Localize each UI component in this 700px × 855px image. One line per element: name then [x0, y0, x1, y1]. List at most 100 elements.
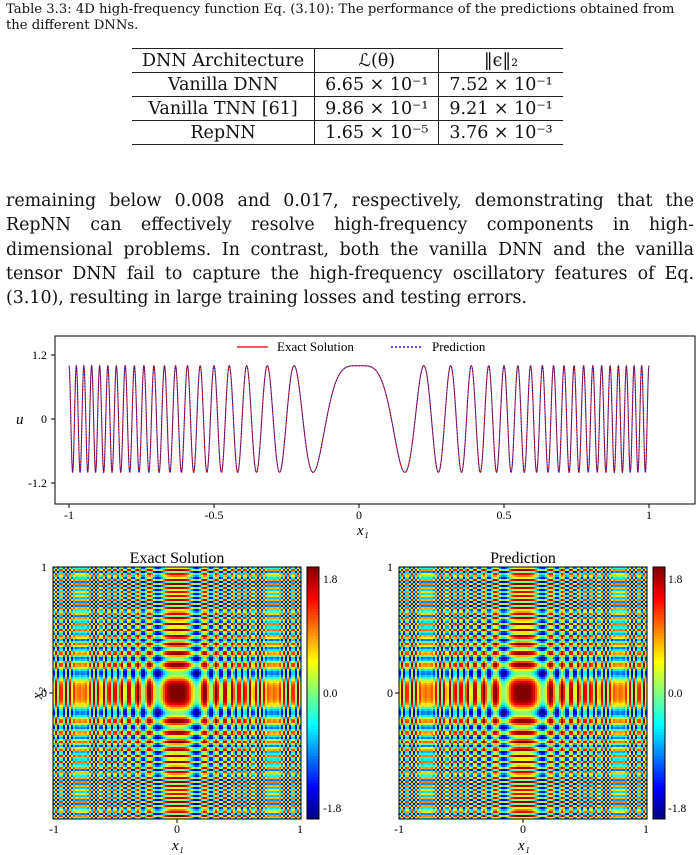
left-heatmap-cell [235, 581, 237, 583]
left-heatmap-cell [141, 609, 143, 611]
left-heatmap-cell [247, 605, 249, 607]
left-heatmap-cell [65, 573, 67, 575]
left-heatmap-cell [281, 579, 283, 581]
left-heatmap-cell [175, 611, 177, 613]
left-heatmap-cell [293, 589, 295, 591]
left-heatmap-cell [283, 609, 285, 611]
left-heatmap-cell [205, 589, 207, 591]
left-heatmap-cell [133, 607, 135, 609]
left-heatmap-cell [257, 577, 259, 579]
left-heatmap-cell [101, 599, 103, 601]
left-heatmap-cell [161, 599, 163, 601]
left-heatmap-cell [157, 603, 159, 605]
left-heatmap-cell [251, 577, 253, 579]
left-heatmap-cell [149, 583, 151, 585]
left-heatmap-cell [247, 607, 249, 609]
left-heatmap-cell [251, 609, 253, 611]
left-heatmap-cell [245, 581, 247, 583]
left-heatmap-cell [71, 577, 73, 579]
left-heatmap-cell [75, 589, 77, 591]
left-heatmap-cell [267, 573, 269, 575]
left-heatmap-cell [129, 583, 131, 585]
left-heatmap-cell [137, 603, 139, 605]
left-heatmap-cell [95, 589, 97, 591]
left-heatmap-cell [161, 583, 163, 585]
left-heatmap-cell [69, 607, 71, 609]
left-heatmap-cell [87, 593, 89, 595]
left-heatmap-cell [295, 573, 297, 575]
left-heatmap-cell [223, 577, 225, 579]
left-heatmap-cell [137, 587, 139, 589]
left-heatmap-cell [85, 583, 87, 585]
left-heatmap-cell [187, 605, 189, 607]
left-heatmap-cell [263, 595, 265, 597]
left-heatmap-cell [253, 593, 255, 595]
left-heatmap-cell [97, 573, 99, 575]
left-heatmap-cell [205, 573, 207, 575]
left-heatmap-cell [129, 597, 131, 599]
left-heatmap-cell [207, 607, 209, 609]
left-heatmap-cell [149, 589, 151, 591]
header-error: ‖ϵ‖₂ [439, 49, 563, 73]
left-heatmap-cell [265, 573, 267, 575]
left-heatmap-cell [245, 591, 247, 593]
left-heatmap-cell [205, 575, 207, 577]
left-heatmap-cell [257, 595, 259, 597]
left-heatmap-cell [173, 573, 175, 575]
left-heatmap-cell [95, 585, 97, 587]
left-heatmap-cell [227, 603, 229, 605]
left-heatmap-cell [141, 595, 143, 597]
left-heatmap-cell [259, 613, 261, 615]
left-heatmap-cell [233, 589, 235, 591]
left-heatmap-cell [57, 579, 59, 581]
left-heatmap-cell [247, 581, 249, 583]
left-heatmap-cell [65, 579, 67, 581]
left-heatmap-cell [161, 601, 163, 603]
left-heatmap-cell [211, 609, 213, 611]
left-heatmap-cell [285, 583, 287, 585]
left-heatmap-cell [57, 611, 59, 613]
left-heatmap-cell [223, 589, 225, 591]
left-heatmap-cell [195, 585, 197, 587]
left-heatmap-cell [249, 609, 251, 611]
left-heatmap-cell [71, 569, 73, 571]
left-heatmap-cell [179, 593, 181, 595]
left-heatmap-cell [171, 597, 173, 599]
left-heatmap-cell [155, 605, 157, 607]
left-heatmap-cell [131, 611, 133, 613]
left-heatmap-cell [115, 573, 117, 575]
left-heatmap-cell [109, 587, 111, 589]
left-heatmap-cell [257, 575, 259, 577]
left-heatmap-cell [163, 613, 165, 615]
left-heatmap-cell [283, 575, 285, 577]
left-heatmap-cell [223, 569, 225, 571]
left-heatmap-cell [175, 593, 177, 595]
left-heatmap-cell [229, 587, 231, 589]
left-heatmap-cell [123, 595, 125, 597]
left-heatmap-cell [251, 573, 253, 575]
left-heatmap-cell [137, 613, 139, 615]
left-heatmap-cell [287, 579, 289, 581]
left-heatmap-cell [235, 607, 237, 609]
left-heatmap-cell [163, 575, 165, 577]
left-heatmap-cell [107, 599, 109, 601]
left-heatmap-cell [83, 591, 85, 593]
left-heatmap-cell [199, 585, 201, 587]
left-heatmap-cell [229, 595, 231, 597]
left-heatmap-cell [147, 611, 149, 613]
left-heatmap-cell [57, 571, 59, 573]
cell-error: 9.21 × 10⁻¹ [439, 97, 563, 121]
left-heatmap-cell [57, 593, 59, 595]
left-heatmap-cell [223, 581, 225, 583]
left-heatmap-cell [109, 605, 111, 607]
left-heatmap-cell [83, 583, 85, 585]
left-heatmap-cell [241, 581, 243, 583]
left-heatmap-cell [283, 599, 285, 601]
left-heatmap-cell [265, 593, 267, 595]
left-heatmap-cell [207, 585, 209, 587]
left-heatmap-cell [129, 601, 131, 603]
left-heatmap-cell [157, 573, 159, 575]
left-heatmap-cell [177, 591, 179, 593]
left-heatmap-cell [231, 605, 233, 607]
left-heatmap-cell [167, 595, 169, 597]
